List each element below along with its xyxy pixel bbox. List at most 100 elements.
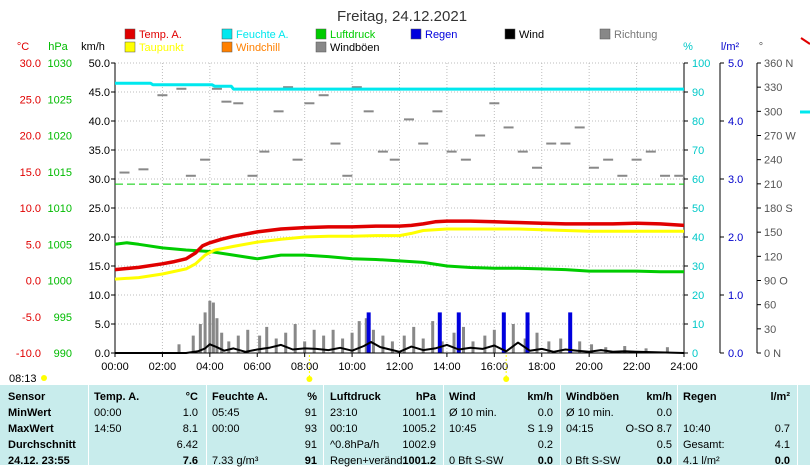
stats-header-unit: l/m² xyxy=(770,391,790,403)
axis-tick-label: 25.0 xyxy=(20,94,41,106)
gust-bar xyxy=(452,332,456,353)
column-separator xyxy=(88,385,89,465)
stats-cell-value: 93 xyxy=(304,423,317,435)
stats-cell-value: 8.1 xyxy=(182,423,198,435)
axis-tick-label: 25.0 xyxy=(89,203,110,215)
direction-mark xyxy=(119,171,130,174)
direction-mark xyxy=(221,100,232,103)
axis-tick-label: 60 xyxy=(692,174,704,186)
axis-tick-label: 1010 xyxy=(48,203,72,215)
gust-bar xyxy=(578,341,582,353)
axis-tick-label: 40.0 xyxy=(89,116,110,128)
direction-mark xyxy=(546,142,557,145)
legend-label-taupunkt: Taupunkt xyxy=(139,42,184,54)
gust-bar xyxy=(265,326,269,353)
direction-mark xyxy=(138,168,149,171)
stats-cell-time: 7.33 g/m³ xyxy=(212,455,259,467)
stats-cell-value: 91 xyxy=(304,455,317,467)
right-edge-series-hints xyxy=(800,37,810,114)
direction-mark xyxy=(273,110,284,113)
legend-swatch-luftdruck xyxy=(315,28,327,40)
axis-tick-label: 10.0 xyxy=(89,290,110,302)
stats-cell-value: 1002.9 xyxy=(402,439,436,451)
gust-bar xyxy=(590,344,594,353)
red-edge-hint xyxy=(800,37,810,45)
gust-bar xyxy=(322,335,326,353)
legend-label-windb-en: Windböen xyxy=(330,42,380,54)
axis-tick-label: 70 xyxy=(692,145,704,157)
axis-tick-label: 30 xyxy=(692,261,704,273)
axis-tick-label: 180 S xyxy=(764,203,793,215)
axis-tick-label: 35.0 xyxy=(89,145,110,157)
gust-bar xyxy=(421,338,425,353)
stats-header-wind: Wind xyxy=(449,391,476,403)
gust-bar xyxy=(644,348,648,353)
series-line-taupunkt xyxy=(114,227,684,281)
direction-mark xyxy=(617,174,628,177)
x-tick-label: 24:00 xyxy=(670,361,698,373)
direction-mark xyxy=(603,158,614,161)
stats-header-feuchte-a: Feuchte A. xyxy=(212,391,268,403)
axis-tick-label: 10 xyxy=(692,319,704,331)
axis-tick-label: 240 xyxy=(764,155,782,167)
axis-tick-label: 5.0 xyxy=(95,319,110,331)
axis-tick-label: 10.0 xyxy=(20,203,41,215)
series-line-feuchte-a xyxy=(115,81,684,91)
axis-tick-label: 45.0 xyxy=(89,87,110,99)
axis-tick-label: 30.0 xyxy=(20,58,41,70)
rain-bar xyxy=(568,312,573,353)
stats-cell-time: 4.1 l/m² xyxy=(683,455,720,467)
stats-cell-value: 0.0 xyxy=(537,455,553,467)
axis-tick-label: 990 xyxy=(54,348,72,360)
axis-tick-label: 150 xyxy=(764,227,782,239)
direction-mark xyxy=(560,142,571,145)
legend-label-richtung: Richtung xyxy=(614,29,657,41)
direction-mark xyxy=(475,134,486,137)
direction-mark xyxy=(304,102,315,105)
axis-tick-label: 300 xyxy=(764,106,782,118)
stats-header-windb-en: Windböen xyxy=(566,391,620,403)
axis-tick-label: 0 N xyxy=(764,348,781,360)
gust-bar xyxy=(258,335,262,353)
gust-bar xyxy=(511,324,515,353)
direction-mark xyxy=(377,150,388,153)
stats-header-luftdruck: Luftdruck xyxy=(330,391,381,403)
direction-mark xyxy=(292,158,303,161)
legend-label-regen: Regen xyxy=(425,29,457,41)
x-tick-label: 18:00 xyxy=(528,361,556,373)
stats-cell-time: 14:50 xyxy=(94,423,122,435)
stats-header-temp-a: Temp. A. xyxy=(94,391,140,403)
legend-label-feuchte-a: Feuchte A. xyxy=(236,29,289,41)
legend-swatch-regen xyxy=(410,28,422,40)
stats-cell-time: 00:00 xyxy=(212,423,240,435)
axis-tick-label: 30.0 xyxy=(89,174,110,186)
stats-cell-value: 4.1 xyxy=(774,439,790,451)
x-tick-label: 02:00 xyxy=(149,361,177,373)
direction-mark xyxy=(432,110,443,113)
axis-tick-label: 20.0 xyxy=(20,131,41,143)
gust-bar xyxy=(547,341,551,353)
time-markers: 08:13 xyxy=(9,355,510,385)
axis-tick-label: 1000 xyxy=(48,276,72,288)
x-tick-label: 20:00 xyxy=(575,361,603,373)
stats-header-sensor: Sensor xyxy=(8,391,46,403)
axis-tick-label: 20.0 xyxy=(89,232,110,244)
gust-bar xyxy=(492,329,496,353)
stats-cell-value: 1001.2 xyxy=(402,455,436,467)
x-axis-ticks: 00:00 02:00 04:00 06:00 08:00 10:00 12:00 14:00… xyxy=(101,352,698,373)
legend-swatch-feuchte-a xyxy=(221,28,233,40)
column-separator xyxy=(797,385,798,465)
direction-mark xyxy=(574,126,585,129)
stats-cell-time: 00:00 xyxy=(94,407,122,419)
axis-unit-: ° xyxy=(759,41,763,53)
legend: Temp. A.Taupunkt Feuchte A.Windchill Luftd… xyxy=(124,28,657,54)
gust-bar xyxy=(220,332,224,353)
axis-unit-hpa: hPa xyxy=(48,41,68,53)
stats-header-unit: km/h xyxy=(527,391,553,403)
direction-mark xyxy=(176,87,187,90)
legend-label-windchill: Windchill xyxy=(236,42,280,54)
axis-tick-label: 0 xyxy=(692,348,698,360)
axis-tick-label: 1015 xyxy=(48,167,72,179)
legend-swatch-windb-en xyxy=(315,41,327,53)
rain-bar xyxy=(437,312,442,353)
